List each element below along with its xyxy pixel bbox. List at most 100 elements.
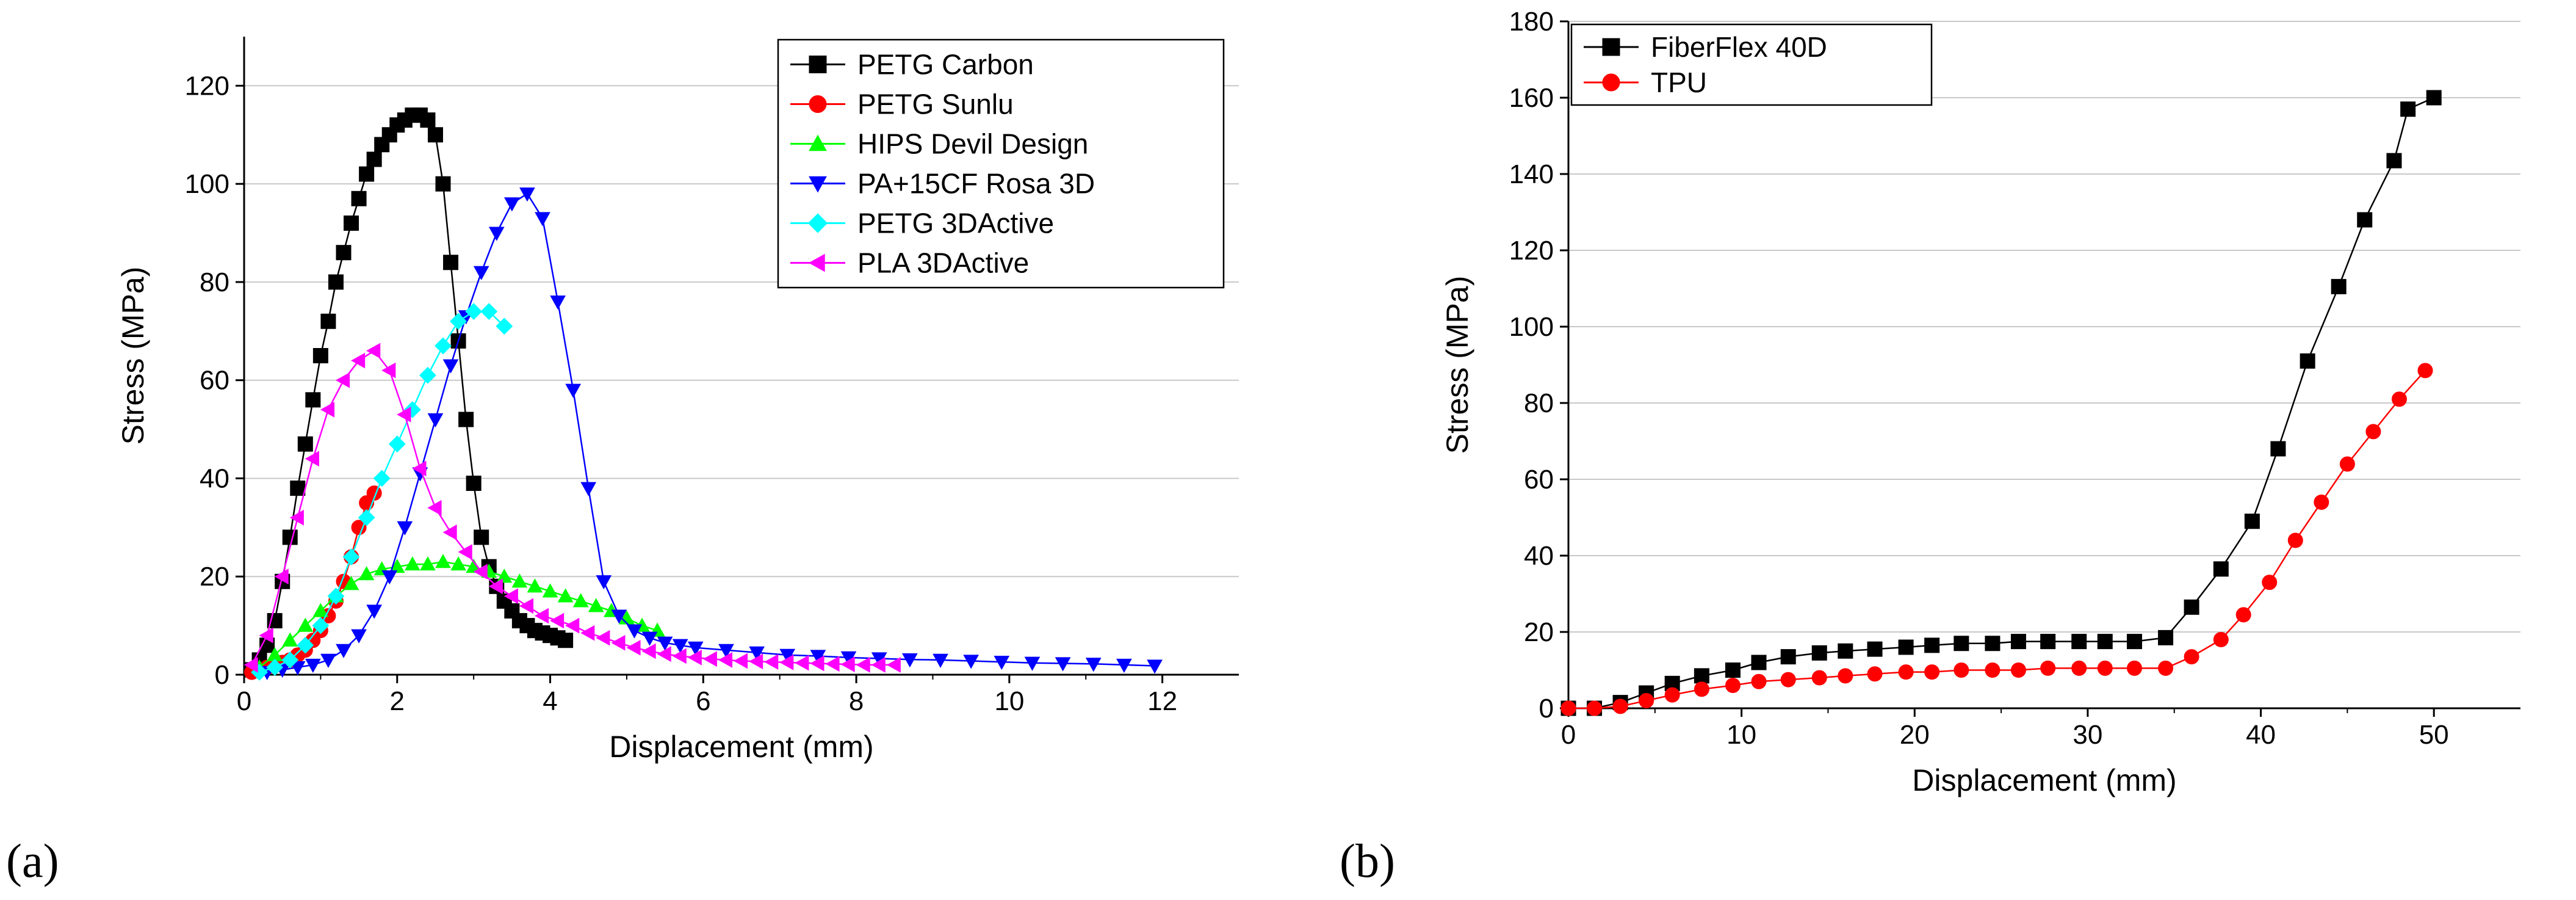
point-pla-3dactive-42 — [886, 657, 901, 673]
ytick-label-b-0: 0 — [1539, 694, 1554, 724]
point-tpu-14 — [1954, 662, 1969, 678]
point-pa-15cf-rosa-3d-17 — [519, 187, 535, 202]
point-pla-3dactive-31 — [718, 652, 733, 668]
point-pa-15cf-rosa-3d-31 — [779, 648, 796, 663]
point-pa-15cf-rosa-3d-12 — [442, 359, 459, 374]
ytick-label-a-20: 20 — [200, 562, 229, 592]
point-fiberflex-40d-11 — [1867, 641, 1883, 657]
point-hips-devil-design-4 — [312, 603, 329, 617]
point-petg-carbon-8 — [305, 392, 321, 408]
legend-label-pla-3dactive: PLA 3DActive — [857, 247, 1029, 279]
legend-marker-fiberflex-40d — [1602, 38, 1620, 56]
legend-marker-tpu — [1602, 73, 1620, 92]
point-pla-3dactive-24 — [611, 634, 626, 651]
point-fiberflex-40d-26 — [2300, 353, 2315, 369]
point-pla-3dactive-22 — [580, 625, 595, 641]
point-fiberflex-40d-5 — [1694, 668, 1709, 684]
point-fiberflex-40d-28 — [2357, 212, 2373, 228]
point-tpu-26 — [2287, 532, 2303, 548]
point-petg-3dactive-4 — [312, 617, 330, 634]
xtick-label-a-6: 6 — [696, 686, 710, 716]
ytick-label-a-80: 80 — [200, 267, 229, 297]
point-petg-3dactive-16 — [496, 318, 513, 335]
point-pla-3dactive-28 — [672, 648, 687, 664]
ytick-label-b-100: 100 — [1509, 312, 1554, 342]
point-fiberflex-40d-6 — [1725, 662, 1741, 678]
point-petg-carbon-23 — [420, 112, 436, 128]
point-pa-15cf-rosa-3d-6 — [351, 629, 367, 644]
series-pla-3dactive — [244, 343, 901, 673]
point-tpu-23 — [2213, 632, 2229, 647]
point-pa-15cf-rosa-3d-36 — [933, 653, 948, 668]
point-pla-3dactive-14 — [458, 544, 472, 560]
point-tpu-17 — [2040, 660, 2056, 676]
point-pla-3dactive-19 — [534, 608, 549, 624]
point-tpu-19 — [2097, 660, 2113, 676]
xtick-label-a-4: 4 — [543, 686, 557, 716]
point-hips-devil-design-12 — [435, 554, 451, 568]
xtick-label-b-50: 50 — [2419, 720, 2449, 750]
point-pa-15cf-rosa-3d-23 — [611, 609, 627, 624]
point-tpu-6 — [1725, 678, 1741, 693]
point-hips-devil-design-6 — [343, 576, 359, 590]
point-fiberflex-40d-10 — [1838, 643, 1853, 659]
point-tpu-21 — [2158, 660, 2174, 676]
point-pa-15cf-rosa-3d-11 — [427, 413, 444, 428]
legend-label-fiberflex-40d: FiberFlex 40D — [1651, 31, 1827, 63]
point-petg-carbon-7 — [297, 436, 313, 452]
point-fiberflex-40d-24 — [2244, 514, 2260, 529]
point-tpu-27 — [2314, 495, 2329, 510]
point-pla-3dactive-8 — [366, 343, 381, 359]
point-petg-carbon-13 — [344, 215, 359, 231]
chart-a: 0 20 40 60 80 100 120 0 2 4 6 8 10 12 Displacement (mm… — [116, 37, 1239, 764]
point-petg-carbon-41 — [558, 633, 574, 648]
point-tpu-4 — [1664, 687, 1680, 703]
legend-marker-petg-carbon — [809, 56, 827, 73]
ytick-label-a-0: 0 — [215, 660, 229, 690]
point-fiberflex-40d-9 — [1811, 645, 1827, 661]
point-pla-3dactive-38 — [825, 656, 840, 672]
point-hips-devil-design-17 — [511, 573, 528, 588]
point-pla-3dactive-3 — [289, 509, 304, 526]
point-pla-3dactive-30 — [702, 651, 717, 667]
point-pla-3dactive-2 — [274, 568, 289, 585]
point-pa-15cf-rosa-3d-20 — [565, 383, 582, 398]
point-tpu-8 — [1780, 672, 1796, 688]
point-tpu-20 — [2126, 660, 2142, 676]
point-tpu-31 — [2417, 363, 2433, 379]
point-petg-3dactive-6 — [342, 548, 360, 565]
ytick-label-b-40: 40 — [1524, 541, 1554, 571]
point-petg-3dactive-14 — [465, 303, 483, 321]
point-petg-carbon-9 — [312, 348, 328, 363]
point-pla-3dactive-37 — [810, 655, 824, 672]
point-hips-devil-design-10 — [404, 556, 420, 571]
point-pla-3dactive-1 — [259, 627, 273, 644]
point-petg-3dactive-8 — [373, 470, 391, 487]
point-fiberflex-40d-16 — [2010, 634, 2026, 650]
point-petg-3dactive-12 — [435, 337, 452, 355]
xtick-label-b-20: 20 — [1900, 720, 1930, 750]
point-hips-devil-design-22 — [588, 598, 604, 612]
point-petg-carbon-28 — [458, 412, 474, 427]
ytick-label-b-20: 20 — [1524, 617, 1554, 647]
point-petg-carbon-14 — [351, 191, 367, 206]
point-fiberflex-40d-20 — [2126, 634, 2142, 650]
point-pa-15cf-rosa-3d-35 — [901, 653, 918, 668]
point-hips-devil-design-13 — [450, 556, 466, 571]
ytick-label-b-120: 120 — [1509, 236, 1554, 266]
point-fiberflex-40d-15 — [1985, 636, 2001, 651]
point-pa-15cf-rosa-3d-21 — [580, 482, 597, 496]
point-petg-3dactive-2 — [281, 651, 299, 669]
series-petg-carbon — [244, 107, 574, 678]
point-pa-15cf-rosa-3d-40 — [1055, 657, 1071, 672]
point-pa-15cf-rosa-3d-22 — [596, 575, 612, 590]
panel-label-a: (a) — [6, 834, 59, 887]
point-petg-carbon-15 — [359, 166, 375, 182]
point-fiberflex-40d-31 — [2426, 90, 2442, 106]
xtick-label-b-40: 40 — [2246, 720, 2276, 750]
point-fiberflex-40d-22 — [2184, 599, 2199, 615]
point-pla-3dactive-23 — [596, 630, 610, 646]
point-pla-3dactive-25 — [626, 639, 641, 656]
point-hips-devil-design-20 — [557, 588, 574, 603]
